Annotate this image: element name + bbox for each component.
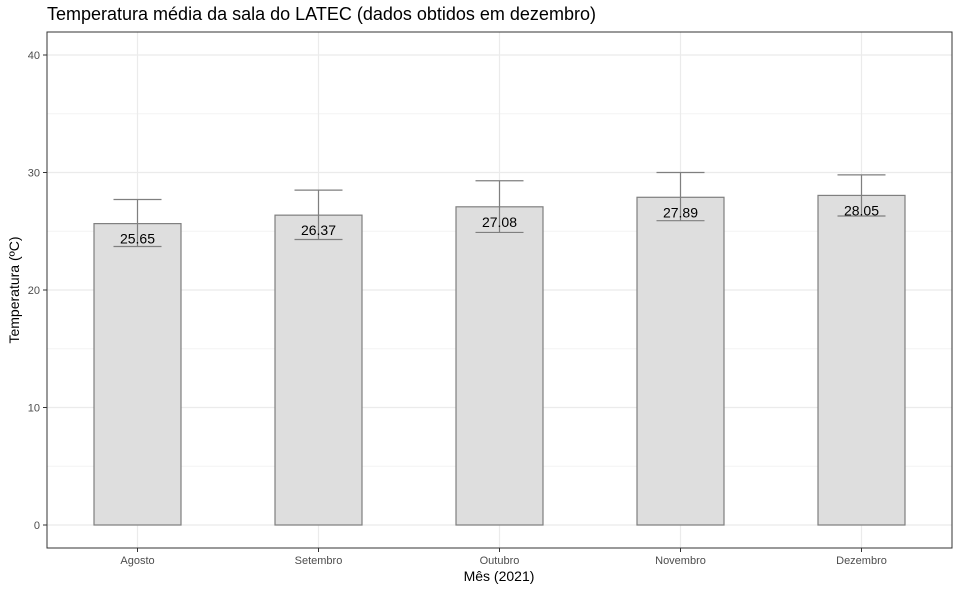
data-label: 27.08 xyxy=(482,214,517,230)
data-label: 28.05 xyxy=(844,202,879,218)
x-tick-label: Outubro xyxy=(480,555,520,567)
data-label: 25.65 xyxy=(120,231,155,247)
bar-agosto xyxy=(93,223,182,526)
x-tick-label: Setembro xyxy=(295,555,343,567)
data-label: 26.37 xyxy=(301,222,336,238)
chart-title: Temperatura média da sala do LATEC (dado… xyxy=(47,4,596,24)
y-tick-label: 10 xyxy=(28,403,40,415)
y-tick-label: 40 xyxy=(28,50,40,62)
data-label: 27.89 xyxy=(663,204,698,220)
x-tick-label: Agosto xyxy=(120,555,154,567)
y-tick-label: 0 xyxy=(34,520,40,532)
bar-novembro xyxy=(636,196,725,526)
bar-outubro xyxy=(455,206,544,526)
y-tick-label: 30 xyxy=(28,168,40,180)
bar-dezembro xyxy=(817,194,906,526)
x-axis-title: Mês (2021) xyxy=(463,568,535,584)
bar-setembro xyxy=(274,214,363,526)
y-tick-label: 20 xyxy=(28,285,40,297)
x-tick-label: Dezembro xyxy=(836,555,887,567)
x-tick-label: Novembro xyxy=(655,555,706,567)
